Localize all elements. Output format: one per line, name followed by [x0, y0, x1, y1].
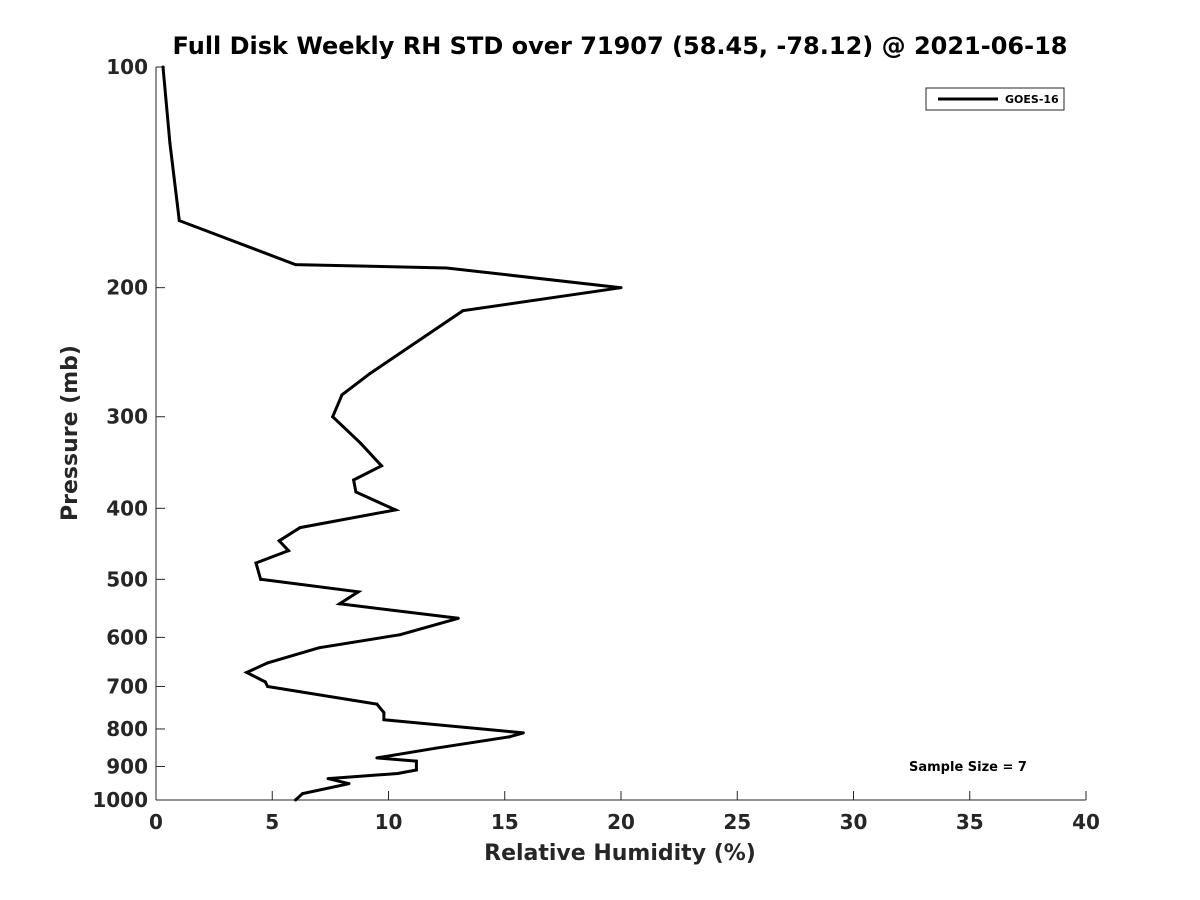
x-tick-label: 20 [607, 810, 635, 834]
data-point [382, 718, 386, 722]
y-axis-label: Pressure (mb) [58, 345, 83, 521]
data-point [456, 616, 460, 620]
x-tick-label: 0 [149, 810, 163, 834]
data-point [380, 464, 384, 468]
data-point [375, 756, 379, 760]
legend: GOES-16 [925, 87, 1065, 111]
data-point [368, 372, 372, 376]
y-tick-label: 1000 [92, 788, 148, 812]
data-point [347, 782, 351, 786]
data-point [340, 393, 344, 397]
data-point [354, 490, 358, 494]
data-point [294, 263, 297, 267]
x-tick-label: 40 [1072, 810, 1100, 834]
y-tick-label: 500 [106, 567, 148, 591]
x-tick-label: 15 [491, 810, 519, 834]
data-point [393, 508, 397, 512]
legend-label: GOES-16 [1005, 93, 1059, 106]
data-point [398, 633, 402, 637]
axes: 0 5 10 15 20 25 30 35 40 100 200 300 400 500 600 700 800… [92, 55, 1100, 834]
data-point [277, 539, 281, 543]
chart-title: Full Disk Weekly RH STD over 71907 (58.4… [173, 32, 1068, 60]
data-point [375, 702, 379, 706]
data-point [331, 415, 335, 419]
data-point [317, 646, 321, 650]
y-tick-label: 200 [106, 276, 148, 300]
data-point [352, 478, 356, 482]
data-point [338, 602, 342, 606]
y-tick-label: 600 [106, 625, 148, 649]
data-point [359, 441, 363, 445]
y-tick-label: 300 [106, 405, 148, 429]
y-tick-label: 900 [106, 754, 148, 778]
data-point [382, 711, 386, 715]
y-tick-label: 800 [106, 717, 148, 741]
data-point [266, 661, 270, 665]
data-point [177, 219, 181, 223]
x-tick-label: 35 [956, 810, 984, 834]
data-point [254, 561, 258, 565]
data-point [414, 768, 418, 772]
data-point [287, 549, 291, 553]
y-tick-label: 400 [106, 496, 148, 520]
y-tick-label: 700 [106, 674, 148, 698]
data-point [433, 746, 437, 750]
data-point [326, 777, 330, 781]
data-point [507, 735, 511, 739]
sample-size-annotation: Sample Size = 7 [909, 760, 1027, 775]
x-tick-label: 10 [375, 810, 403, 834]
x-tick-label: 5 [265, 810, 279, 834]
data-point [396, 771, 400, 775]
data-point [298, 526, 302, 530]
x-tick-label: 25 [723, 810, 751, 834]
data-point [445, 266, 449, 270]
data-point [356, 590, 360, 594]
data-point [263, 680, 267, 684]
data-point [414, 759, 418, 763]
data-point [461, 309, 465, 313]
data-point [266, 684, 270, 688]
data-point [521, 731, 525, 735]
data-point [294, 798, 297, 802]
data-point [245, 671, 249, 675]
data-point [168, 141, 172, 145]
data-point [619, 286, 623, 290]
x-tick-label: 30 [840, 810, 868, 834]
y-tick-label: 100 [106, 55, 148, 79]
data-point [259, 577, 263, 581]
data-point [161, 65, 165, 69]
data-point [300, 792, 304, 796]
x-axis-label: Relative Humidity (%) [484, 841, 756, 866]
series-line-0 [161, 66, 622, 802]
plot-area [161, 65, 623, 802]
